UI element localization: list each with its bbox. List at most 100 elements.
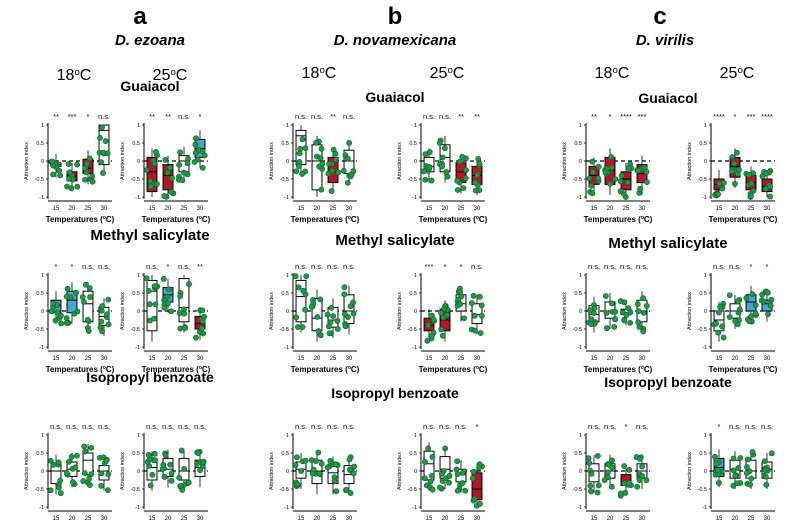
data-point — [167, 461, 174, 468]
x-tick-label-20: 20 — [442, 356, 449, 362]
significance-label-25: n.s. — [327, 422, 339, 431]
data-point — [88, 471, 95, 477]
y-tick-label: 0 — [286, 309, 289, 315]
data-point — [730, 467, 737, 474]
significance-label-25: * — [625, 422, 628, 431]
data-point — [720, 179, 727, 186]
significance-label-25: * — [460, 262, 463, 271]
data-point — [85, 328, 92, 335]
data-point — [713, 320, 719, 327]
significance-label-25: n.s. — [178, 422, 190, 431]
x-tick-label-15: 15 — [426, 206, 433, 212]
data-point — [147, 482, 154, 489]
data-point — [729, 168, 735, 175]
data-point — [295, 163, 302, 169]
data-point — [344, 179, 351, 186]
data-point — [454, 458, 461, 465]
data-point — [420, 168, 427, 175]
data-point — [63, 320, 70, 326]
data-point — [197, 467, 204, 474]
data-point — [635, 167, 642, 174]
x-tick-label-25: 25 — [748, 356, 755, 362]
y-tick-label: 0.5 — [574, 451, 582, 457]
data-point — [438, 470, 445, 477]
y-tick-label: 1 — [137, 273, 140, 279]
significance-label-15: n.s. — [146, 262, 158, 271]
data-point — [475, 155, 482, 162]
data-point — [720, 334, 727, 341]
y-tick-label: -0.5 — [131, 327, 140, 333]
y-tick-label: -1 — [702, 505, 707, 511]
data-point — [145, 288, 152, 294]
data-point — [588, 182, 595, 189]
data-point — [151, 315, 158, 322]
data-point — [319, 160, 326, 167]
data-point — [351, 463, 358, 470]
data-point — [608, 483, 615, 490]
y-tick-label: 0.5 — [409, 291, 417, 297]
x-tick-label-25: 25 — [330, 206, 337, 212]
data-point — [612, 176, 619, 182]
y-tick-label: 1 — [704, 433, 707, 439]
y-tick-label: 0 — [704, 159, 707, 165]
data-point — [439, 163, 445, 170]
y-tick-label: 0.5 — [699, 141, 707, 147]
data-point — [89, 178, 96, 185]
y-tick-label: 0.5 — [409, 141, 417, 147]
data-point — [641, 164, 648, 171]
data-point — [762, 467, 769, 474]
data-point — [462, 175, 469, 182]
x-tick-label-25: 25 — [85, 356, 92, 362]
data-point — [332, 461, 339, 468]
data-point — [748, 180, 755, 187]
data-point — [56, 167, 62, 174]
y-tick-label: 1 — [41, 433, 44, 439]
y-tick-label: -0.5 — [35, 327, 44, 333]
data-point — [735, 298, 741, 305]
data-point — [730, 455, 737, 462]
data-point — [438, 310, 444, 316]
data-point — [81, 470, 88, 477]
data-point — [611, 323, 618, 330]
data-point — [421, 475, 428, 482]
significance-label-25: n.s. — [745, 422, 757, 431]
data-point — [73, 289, 79, 296]
data-point — [764, 289, 771, 296]
x-tick-label-20: 20 — [607, 516, 614, 522]
subplot-3-2-1: 1 0.5 0 -0.5 -1 Attraction index 15 n.s. 20 n.s. 2… — [562, 262, 653, 374]
x-tick-label-15: 15 — [298, 516, 305, 522]
y-tick-label: -0.5 — [573, 177, 582, 183]
data-point — [609, 464, 615, 471]
data-point — [604, 469, 611, 476]
y-axis-label: Attraction index — [687, 142, 693, 180]
data-point — [472, 187, 479, 194]
data-point — [161, 304, 168, 311]
subplot-2-3-2: 1 0.5 0 -0.5 -1 Attraction index 15 n.s. 20 n.s. 2… — [397, 422, 488, 526]
significance-label-25: n.s. — [82, 262, 94, 271]
data-point — [98, 318, 105, 325]
odor-title-1-2: Methyl salicylate — [608, 235, 727, 252]
x-tick-label-15: 15 — [591, 516, 598, 522]
significance-label-15: n.s. — [50, 422, 62, 431]
data-point — [477, 500, 483, 507]
data-point — [637, 455, 643, 462]
data-point — [643, 179, 650, 186]
data-point — [315, 328, 322, 334]
y-tick-label: 1 — [286, 273, 289, 279]
significance-label-25: ** — [458, 112, 464, 121]
data-point — [442, 145, 448, 152]
y-tick-label: -0.5 — [35, 487, 44, 493]
data-point — [748, 313, 755, 320]
data-point — [608, 164, 615, 171]
y-axis-label: Attraction index — [397, 142, 403, 180]
y-tick-label: 0.5 — [281, 141, 289, 147]
data-point — [736, 166, 742, 173]
significance-label-25: *** — [747, 112, 756, 121]
y-tick-label: -1 — [702, 345, 707, 351]
data-point — [168, 470, 175, 477]
data-point — [748, 193, 754, 200]
data-point — [425, 322, 431, 328]
odor-title-2-2: Isopropyl benzoate — [604, 374, 732, 390]
temp-header-1-25oC: 25oC — [153, 67, 188, 85]
data-point — [731, 160, 738, 167]
